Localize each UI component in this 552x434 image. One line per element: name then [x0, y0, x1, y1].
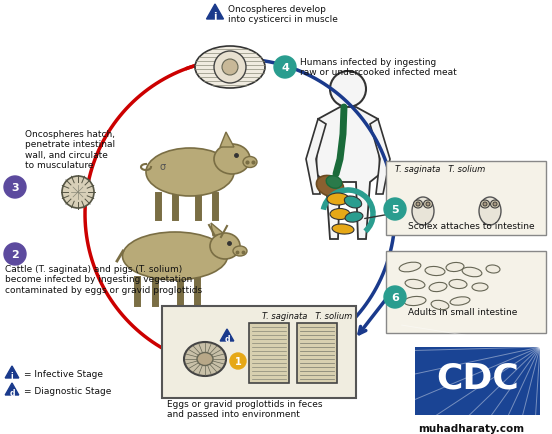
Ellipse shape — [412, 197, 434, 226]
Text: Oncospheres hatch,
penetrate intestinal
wall, and circulate
to musculature: Oncospheres hatch, penetrate intestinal … — [25, 130, 115, 170]
Circle shape — [274, 57, 296, 79]
Text: 5: 5 — [391, 204, 399, 214]
FancyBboxPatch shape — [415, 347, 540, 415]
FancyBboxPatch shape — [297, 323, 337, 383]
Ellipse shape — [462, 268, 482, 277]
Text: Adults in small intestine: Adults in small intestine — [408, 307, 517, 316]
FancyBboxPatch shape — [386, 161, 546, 236]
Text: i: i — [10, 371, 13, 380]
Circle shape — [4, 243, 26, 265]
Text: = Infective Stage: = Infective Stage — [24, 370, 103, 378]
Ellipse shape — [404, 297, 426, 306]
Ellipse shape — [423, 201, 433, 208]
Text: muhadharaty.com: muhadharaty.com — [418, 423, 524, 433]
Text: T. saginata   T. solium: T. saginata T. solium — [395, 164, 485, 174]
Ellipse shape — [425, 267, 445, 276]
Ellipse shape — [184, 342, 226, 376]
Text: σ: σ — [160, 161, 166, 171]
Text: 6: 6 — [391, 293, 399, 302]
Ellipse shape — [123, 233, 227, 280]
Ellipse shape — [491, 201, 500, 208]
Ellipse shape — [405, 279, 425, 289]
Circle shape — [330, 72, 366, 108]
Text: CDC: CDC — [436, 361, 519, 395]
Circle shape — [214, 52, 246, 84]
Polygon shape — [370, 120, 390, 194]
Circle shape — [384, 198, 406, 220]
Ellipse shape — [426, 203, 430, 207]
Ellipse shape — [413, 201, 422, 208]
Ellipse shape — [449, 280, 467, 289]
Text: Cattle (T. saginata) and pigs (T. solium)
become infected by ingesting vegetatio: Cattle (T. saginata) and pigs (T. solium… — [5, 264, 202, 294]
Ellipse shape — [446, 263, 464, 272]
Text: 4: 4 — [281, 63, 289, 73]
Ellipse shape — [483, 203, 487, 207]
FancyBboxPatch shape — [162, 306, 356, 398]
Ellipse shape — [431, 301, 449, 310]
Ellipse shape — [416, 203, 420, 207]
Ellipse shape — [214, 145, 250, 174]
Ellipse shape — [316, 176, 343, 197]
Polygon shape — [220, 329, 234, 341]
Circle shape — [384, 286, 406, 308]
Ellipse shape — [479, 197, 501, 226]
Ellipse shape — [345, 212, 363, 223]
Ellipse shape — [243, 157, 257, 168]
Text: 1: 1 — [235, 356, 241, 366]
Text: Eggs or gravid proglottids in feces
and passed into environment: Eggs or gravid proglottids in feces and … — [167, 399, 322, 418]
Ellipse shape — [146, 149, 234, 197]
Polygon shape — [5, 383, 19, 395]
Ellipse shape — [344, 197, 362, 208]
Ellipse shape — [332, 224, 354, 234]
FancyBboxPatch shape — [386, 251, 546, 333]
Circle shape — [230, 353, 246, 369]
Ellipse shape — [330, 209, 350, 220]
Ellipse shape — [450, 297, 470, 306]
Ellipse shape — [493, 203, 497, 207]
Text: = Diagnostic Stage: = Diagnostic Stage — [24, 387, 112, 395]
Ellipse shape — [326, 176, 342, 189]
Circle shape — [4, 177, 26, 198]
Text: 3: 3 — [11, 183, 19, 193]
Text: d: d — [224, 334, 230, 343]
Text: 2: 2 — [11, 250, 19, 260]
Ellipse shape — [486, 265, 500, 273]
Ellipse shape — [210, 233, 240, 260]
Polygon shape — [5, 366, 19, 378]
Text: T. saginata   T. solium: T. saginata T. solium — [262, 311, 352, 320]
Ellipse shape — [472, 283, 488, 291]
Ellipse shape — [195, 47, 265, 89]
Polygon shape — [220, 133, 234, 148]
Polygon shape — [211, 224, 223, 237]
Text: Oncospheres develop
into cysticerci in muscle: Oncospheres develop into cysticerci in m… — [228, 5, 338, 24]
Ellipse shape — [197, 353, 213, 366]
Ellipse shape — [429, 283, 447, 292]
Text: Humans infected by ingesting
raw or undercooked infected meat: Humans infected by ingesting raw or unde… — [300, 58, 457, 77]
Polygon shape — [316, 108, 380, 240]
Ellipse shape — [327, 194, 349, 206]
FancyBboxPatch shape — [249, 323, 289, 383]
Circle shape — [62, 177, 94, 208]
Text: Scolex attaches to intestine: Scolex attaches to intestine — [408, 221, 535, 230]
Ellipse shape — [480, 201, 490, 208]
Circle shape — [222, 60, 238, 76]
Ellipse shape — [399, 263, 421, 272]
Polygon shape — [206, 5, 224, 20]
Text: i: i — [213, 11, 217, 21]
Text: d: d — [9, 388, 15, 397]
Polygon shape — [306, 120, 326, 194]
Ellipse shape — [233, 247, 247, 256]
